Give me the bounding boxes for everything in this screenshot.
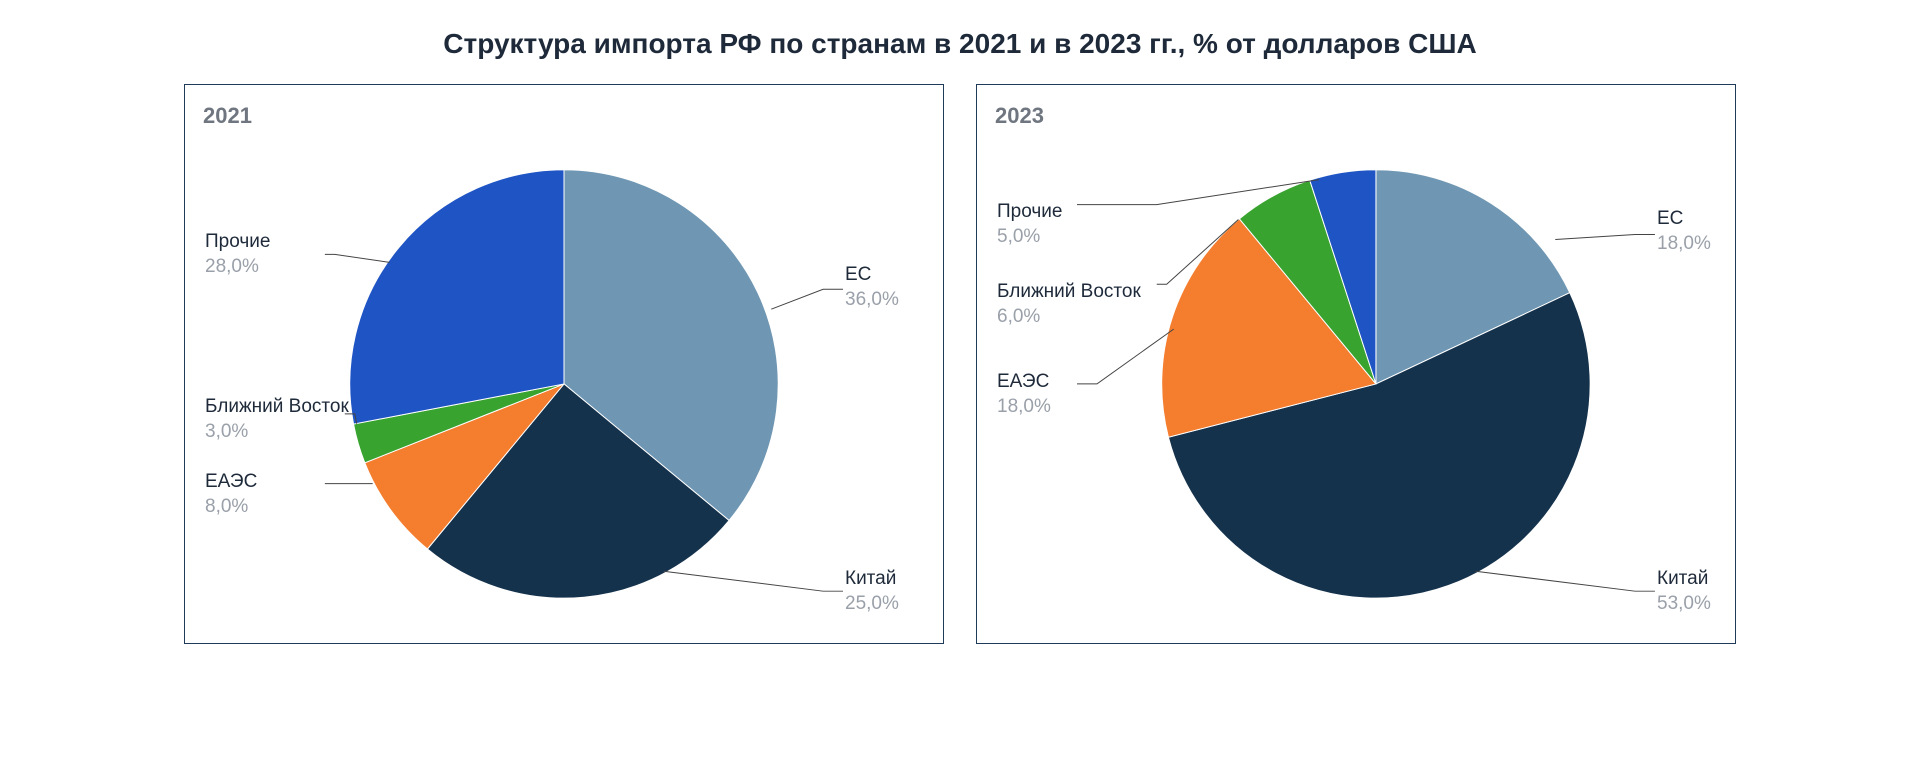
chart-page: Структура импорта РФ по странам в 2021 и… bbox=[0, 0, 1920, 674]
slice-label-pct: 8,0% bbox=[205, 495, 257, 520]
slice-label-pct: 36,0% bbox=[845, 288, 899, 313]
slice-label-pct: 25,0% bbox=[845, 592, 899, 617]
slice-label-pct: 18,0% bbox=[997, 395, 1051, 420]
chart-panel: 2021ЕС36,0%Китай25,0%ЕАЭС8,0%Ближний Вос… bbox=[184, 84, 944, 644]
slice-label-name: Ближний Восток bbox=[205, 395, 349, 420]
leader-line bbox=[325, 254, 390, 262]
slice-label: Китай53,0% bbox=[1657, 567, 1711, 616]
slice-label-name: Ближний Восток bbox=[997, 280, 1141, 305]
slice-label-pct: 6,0% bbox=[997, 305, 1141, 330]
slice-label: Прочие28,0% bbox=[205, 230, 270, 279]
leader-line bbox=[771, 289, 843, 309]
slice-label-name: Китай bbox=[845, 567, 899, 592]
chart-title: Структура импорта РФ по странам в 2021 и… bbox=[0, 28, 1920, 60]
slice-label-name: ЕС bbox=[845, 263, 899, 288]
slice-label: Прочие5,0% bbox=[997, 200, 1062, 249]
slice-label-pct: 53,0% bbox=[1657, 592, 1711, 617]
slice-label: ЕС18,0% bbox=[1657, 207, 1711, 256]
slice-label-pct: 18,0% bbox=[1657, 232, 1711, 257]
slice-label: Китай25,0% bbox=[845, 567, 899, 616]
slice-label-pct: 5,0% bbox=[997, 225, 1062, 250]
leader-line bbox=[664, 571, 843, 591]
slice-label-name: Прочие bbox=[997, 200, 1062, 225]
pie-slice bbox=[350, 170, 564, 424]
leader-line bbox=[1476, 571, 1655, 591]
slice-label-name: ЕС bbox=[1657, 207, 1711, 232]
slice-label: ЕАЭС8,0% bbox=[205, 470, 257, 519]
leader-line bbox=[1555, 234, 1655, 239]
slice-label-pct: 28,0% bbox=[205, 255, 270, 280]
slice-label: Ближний Восток6,0% bbox=[997, 280, 1141, 329]
leader-line bbox=[1077, 329, 1174, 384]
slice-label: ЕС36,0% bbox=[845, 263, 899, 312]
slice-label: ЕАЭС18,0% bbox=[997, 370, 1051, 419]
slice-label-pct: 3,0% bbox=[205, 420, 349, 445]
slice-label-name: ЕАЭС bbox=[997, 370, 1051, 395]
pie-svg bbox=[977, 85, 1735, 643]
chart-panel: 2023ЕС18,0%Китай53,0%ЕАЭС18,0%Ближний Во… bbox=[976, 84, 1736, 644]
slice-label: Ближний Восток3,0% bbox=[205, 395, 349, 444]
panels-row: 2021ЕС36,0%Китай25,0%ЕАЭС8,0%Ближний Вос… bbox=[0, 84, 1920, 674]
slice-label-name: Китай bbox=[1657, 567, 1711, 592]
pie-svg bbox=[185, 85, 943, 643]
slice-label-name: Прочие bbox=[205, 230, 270, 255]
slice-label-name: ЕАЭС bbox=[205, 470, 257, 495]
